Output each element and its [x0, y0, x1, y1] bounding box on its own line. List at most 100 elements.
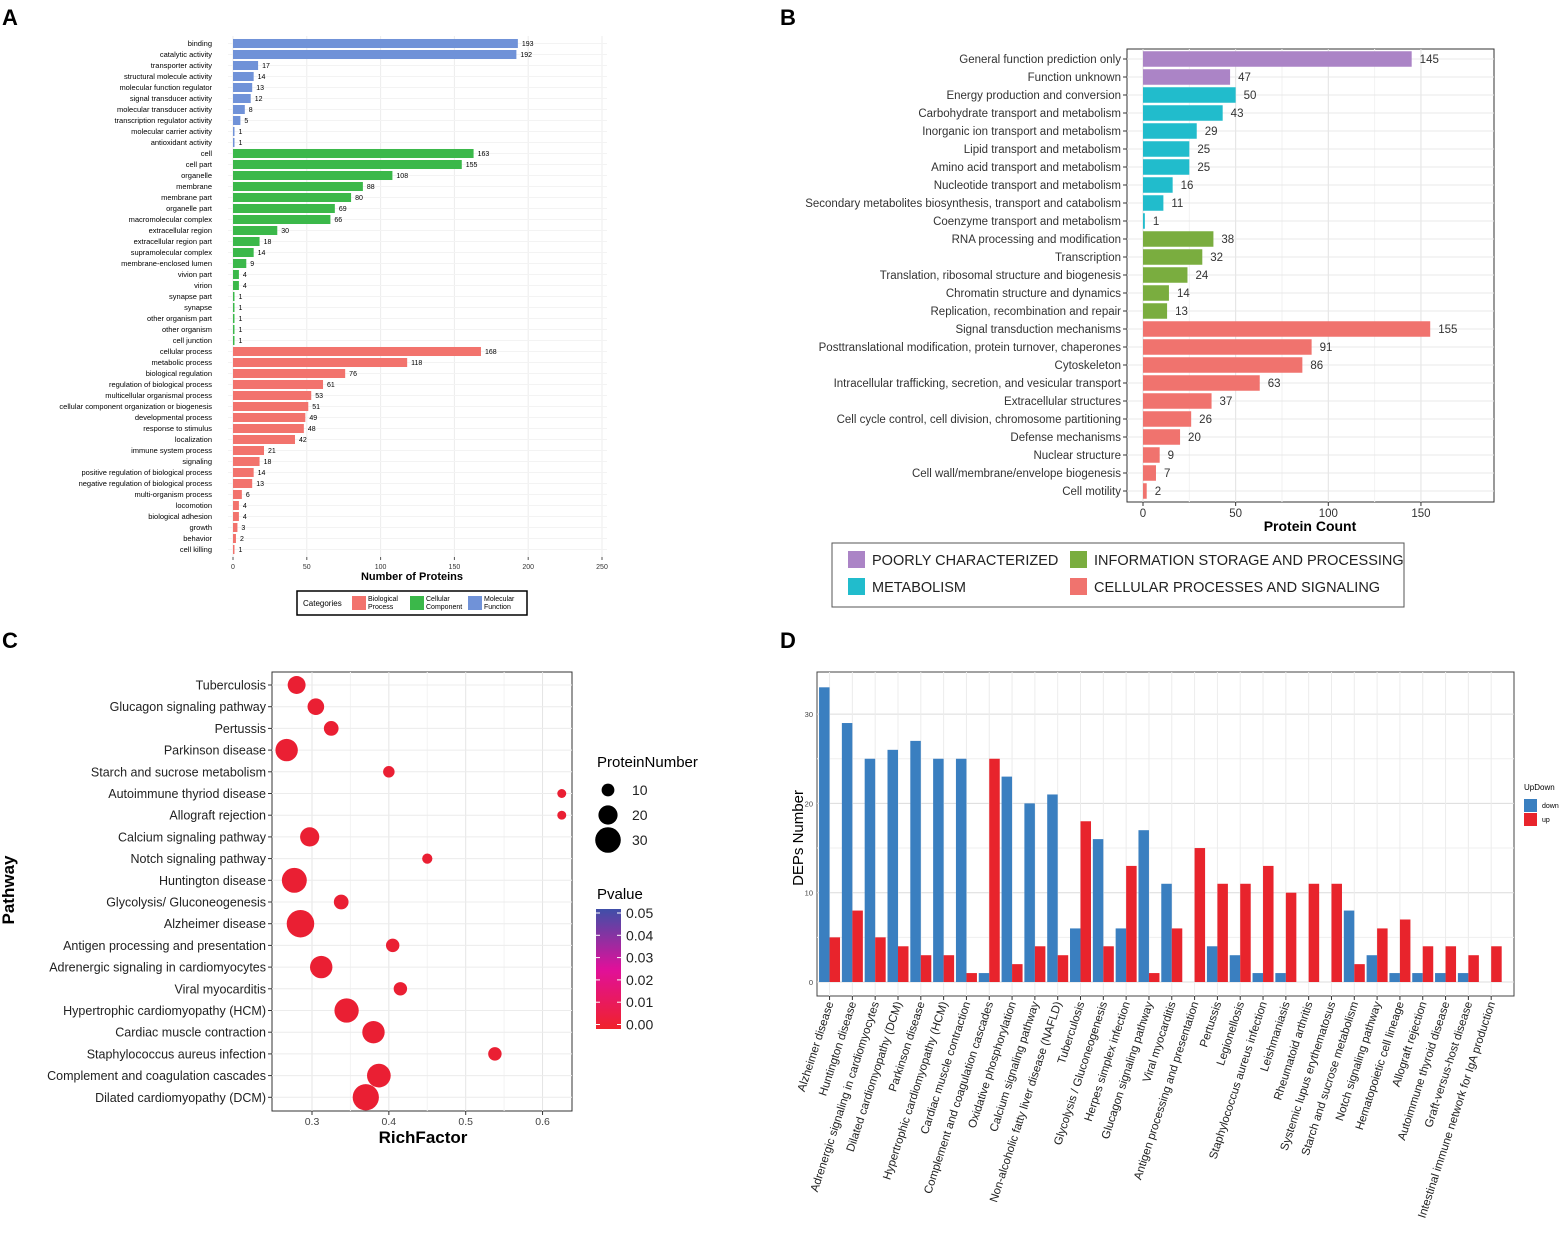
- tick-label: 0: [1140, 508, 1146, 520]
- legend-swatch: [848, 578, 865, 595]
- data-label: 1: [238, 547, 242, 554]
- data-label: 13: [256, 85, 264, 92]
- legend-label: up: [1542, 817, 1550, 824]
- category-label: Antigen processing and presentation: [63, 939, 266, 953]
- bar: [233, 192, 352, 203]
- bar-down: [1138, 830, 1149, 982]
- data-label: 43: [1231, 108, 1244, 120]
- data-label: 48: [308, 426, 316, 433]
- data-label: 14: [258, 470, 266, 477]
- category-label: Glycolysis/ Gluconeogenesis: [106, 896, 266, 910]
- category-label: Cardiac muscle contraction: [115, 1026, 266, 1040]
- data-label: 13: [256, 481, 264, 488]
- bar-up: [1468, 955, 1479, 982]
- category-label: Allograft rejection: [169, 809, 266, 823]
- bar: [1143, 123, 1197, 139]
- data-label: 13: [1175, 306, 1188, 318]
- category-label: structural molecule activity: [124, 72, 212, 81]
- bar-down: [910, 740, 921, 982]
- bar-up: [1308, 883, 1320, 982]
- bar-down: [1161, 883, 1172, 982]
- bar: [1143, 321, 1431, 337]
- bar: [1143, 483, 1147, 499]
- category-label: signal transducer activity: [130, 94, 212, 103]
- pvalue-colorbar: [596, 909, 621, 1029]
- data-point: [334, 998, 359, 1023]
- category-label: antioxidant activity: [151, 138, 213, 147]
- category-label: Posttranslational modification, protein …: [819, 342, 1122, 354]
- tick-label: 0.5: [458, 1116, 473, 1128]
- category-label: Nucleotide transport and metabolism: [934, 180, 1121, 192]
- bar-down: [1229, 955, 1241, 982]
- category-label: Cell motility: [1062, 486, 1121, 498]
- data-label: 12: [255, 96, 263, 103]
- tick-label: 0.4: [382, 1116, 397, 1128]
- legend-label: CELLULAR PROCESSES AND SIGNALING: [1094, 580, 1380, 596]
- bar: [233, 401, 309, 412]
- data-point: [300, 827, 320, 847]
- tick-label: 20: [805, 799, 813, 808]
- data-label: 4: [243, 503, 247, 510]
- bar: [233, 258, 247, 269]
- data-point: [422, 853, 433, 864]
- data-label: 32: [1210, 252, 1223, 264]
- bar: [233, 456, 260, 467]
- bar-down: [841, 723, 853, 982]
- size-legend-circle: [601, 783, 615, 797]
- bar: [1143, 51, 1412, 67]
- data-label: 69: [339, 206, 347, 213]
- data-label: 4: [243, 514, 247, 521]
- category-label: membrane: [176, 182, 212, 191]
- bar-up: [989, 758, 1000, 982]
- data-label: 1: [238, 327, 242, 334]
- category-label: cellular component organization or bioge…: [59, 402, 212, 411]
- category-label: growth: [189, 523, 212, 532]
- size-legend-label: 20: [632, 807, 648, 823]
- bar: [233, 71, 254, 82]
- data-label: 26: [1199, 414, 1212, 426]
- colorbar-label: 0.04: [626, 927, 653, 943]
- data-label: 1: [238, 294, 242, 301]
- data-label: 163: [478, 151, 490, 158]
- bar-up: [1399, 919, 1411, 982]
- bar-down: [1206, 946, 1218, 982]
- category-label: binding: [188, 39, 212, 48]
- category-label: positive regulation of biological proces…: [82, 468, 213, 477]
- bar: [233, 291, 235, 302]
- data-label: 145: [1420, 54, 1439, 66]
- category-label: Transcription: [1055, 252, 1121, 264]
- bar-up: [1377, 928, 1388, 982]
- bar: [233, 115, 241, 126]
- legend-label: Biological: [368, 596, 398, 603]
- category-label: Pertussis: [1198, 1000, 1224, 1049]
- data-point: [352, 1084, 379, 1111]
- category-label: metabolic process: [152, 358, 213, 367]
- category-label: Hypertrophic cardiomyopathy (HCM): [63, 1004, 266, 1018]
- bar-down: [1366, 955, 1378, 982]
- data-point: [286, 909, 315, 938]
- data-label: 37: [1220, 396, 1233, 408]
- data-label: 49: [309, 415, 317, 422]
- bar: [233, 500, 239, 511]
- tick-label: 0: [809, 978, 813, 987]
- bar: [233, 346, 481, 357]
- category-label: organelle part: [166, 204, 213, 213]
- bar: [1143, 411, 1192, 427]
- legend-swatch: [1070, 551, 1087, 568]
- tick-label: 200: [522, 564, 534, 571]
- data-label: 20: [1188, 432, 1201, 444]
- category-label: General function prediction only: [959, 54, 1121, 66]
- data-label: 30: [281, 228, 289, 235]
- category-label: Viral myocarditis: [175, 982, 266, 996]
- category-label: cell part: [186, 160, 213, 169]
- category-label: extracellular region: [149, 226, 212, 235]
- category-label: molecular function regulator: [119, 83, 212, 92]
- bar: [233, 247, 254, 258]
- bar: [233, 137, 235, 148]
- bar-down: [1412, 973, 1423, 982]
- legend-swatch: [410, 596, 424, 610]
- category-label: behavior: [183, 534, 212, 543]
- colorbar-label: 0.01: [626, 994, 653, 1010]
- bar-up: [1445, 946, 1457, 982]
- category-label: Chromatin structure and dynamics: [946, 288, 1121, 300]
